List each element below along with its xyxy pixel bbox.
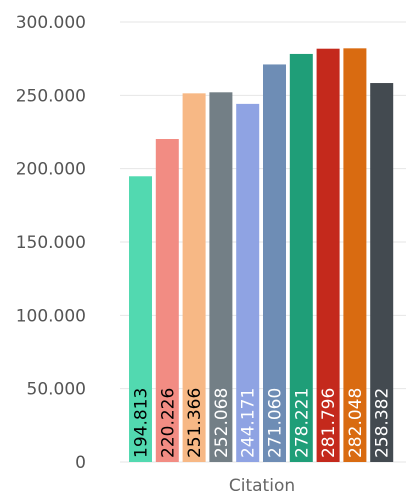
data-label: 258.382	[373, 388, 393, 458]
data-label: 194.813	[132, 388, 152, 458]
data-labels: 194.813 220.226 251.366 252.068 244.171 271.0…	[132, 388, 393, 458]
data-label: 244.171	[239, 388, 259, 458]
bars	[129, 48, 394, 463]
y-tick-label: 50.000	[27, 380, 86, 400]
y-tick-label: 150.000	[16, 233, 86, 253]
data-label: 282.048	[346, 388, 366, 458]
bar	[236, 103, 260, 462]
y-tick-label: 200.000	[16, 160, 86, 180]
data-label: 281.796	[319, 388, 339, 458]
data-label: 271.060	[266, 388, 286, 458]
bar	[289, 53, 313, 462]
data-label: 220.226	[158, 388, 178, 458]
x-tick-label: Citation	[229, 476, 295, 496]
y-axis-ticks: 0 50.000 100.000 150.000 200.000 250.000 300.0…	[16, 13, 86, 473]
y-tick-label: 0	[75, 453, 86, 473]
y-tick-label: 100.000	[16, 306, 86, 326]
y-tick-label: 250.000	[16, 86, 86, 106]
bar	[155, 139, 179, 462]
x-axis: Citation	[229, 476, 295, 496]
bar	[370, 83, 394, 462]
data-label: 278.221	[292, 388, 312, 458]
bar	[263, 64, 286, 462]
data-label: 252.068	[212, 388, 232, 458]
bar	[316, 48, 340, 463]
y-tick-label: 300.000	[16, 13, 86, 33]
bar	[343, 48, 367, 463]
bar	[182, 93, 206, 462]
data-label: 251.366	[185, 388, 205, 458]
bar	[209, 92, 233, 463]
bar	[129, 176, 152, 462]
